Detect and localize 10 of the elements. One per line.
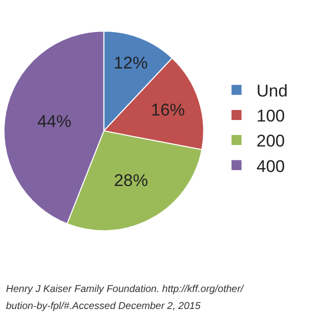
data-label: 28%	[114, 170, 148, 190]
text: bution-by-fpl/#.Accessed December 2, 2015	[6, 301, 201, 312]
legend-label: 400	[256, 156, 285, 176]
data-label: 16%	[150, 100, 185, 120]
legend-label: 200	[256, 132, 285, 151]
text: Henry J Kaiser Family Foundation. http://kff.org/other/	[6, 284, 245, 295]
legend-label: Und	[256, 81, 288, 100]
data-label: 12%	[114, 54, 148, 73]
data-label: 44%	[37, 112, 72, 131]
legend-label: 100	[256, 106, 285, 126]
